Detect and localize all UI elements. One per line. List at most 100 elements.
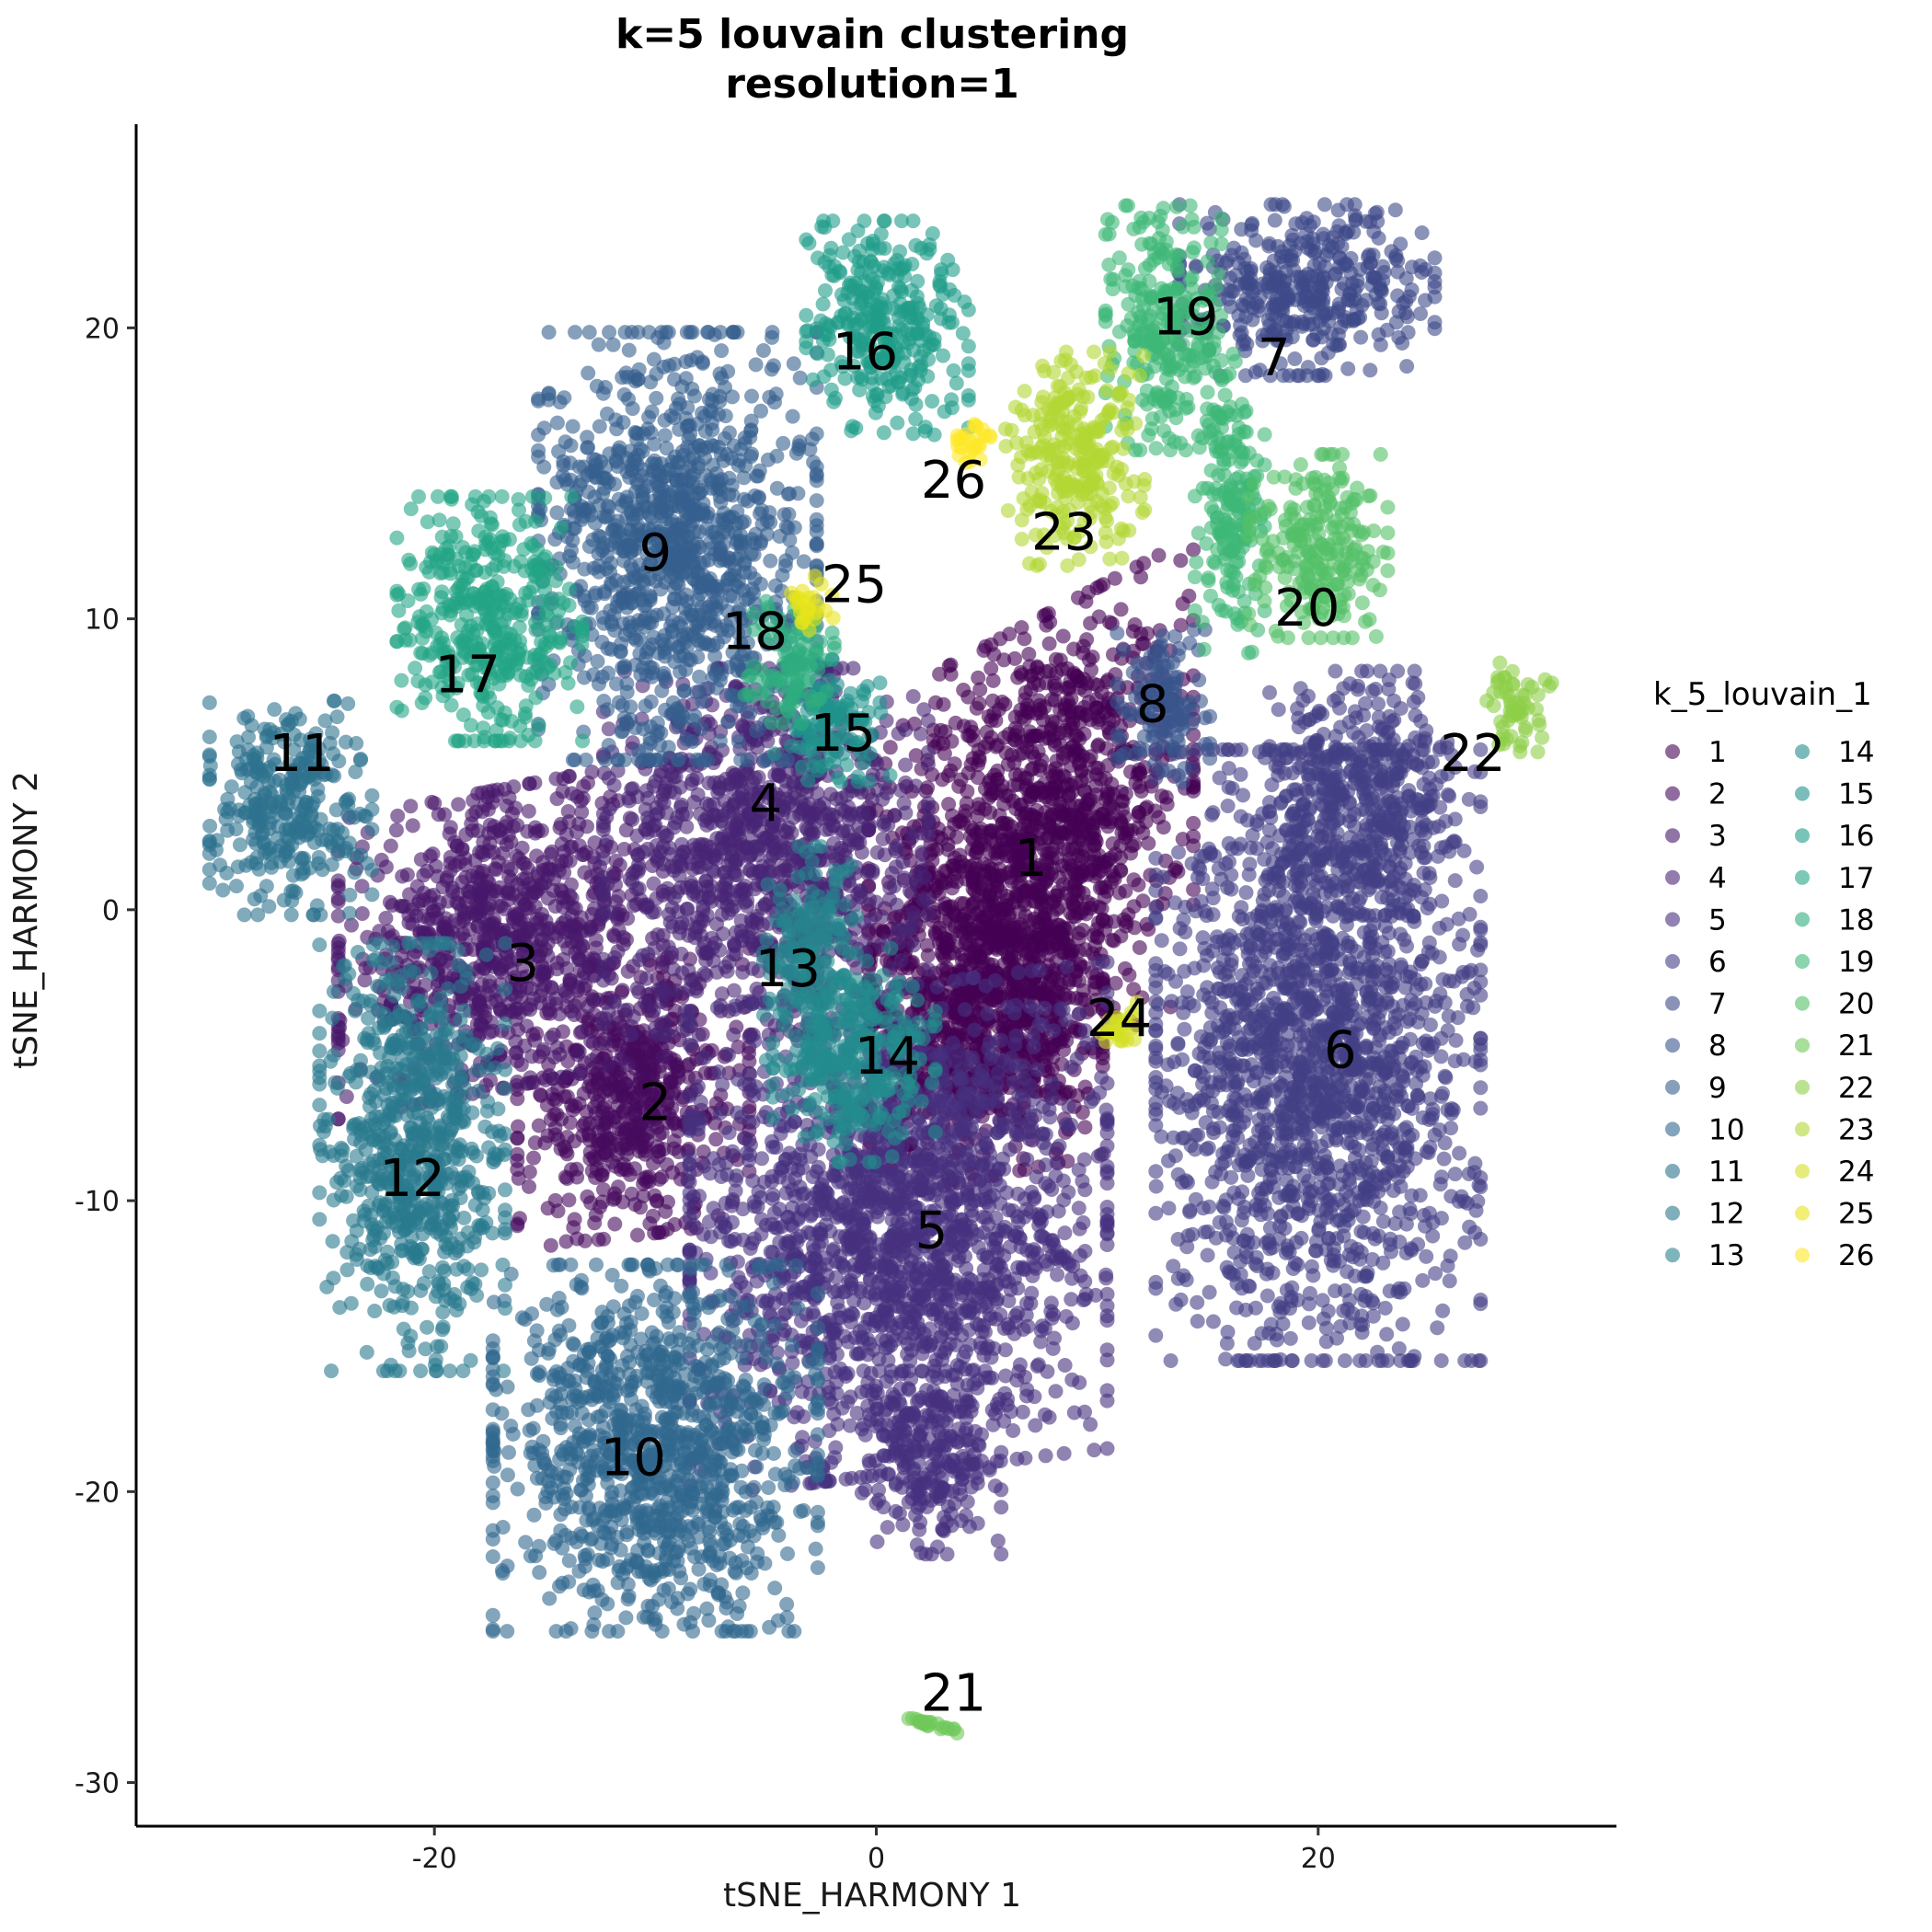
data-point xyxy=(617,1076,633,1092)
data-point xyxy=(487,912,502,927)
data-point xyxy=(545,1087,560,1102)
data-point xyxy=(1064,862,1080,878)
data-point xyxy=(1101,712,1117,728)
data-point xyxy=(596,1035,612,1051)
data-point xyxy=(1055,628,1071,644)
data-point xyxy=(810,786,825,801)
data-point xyxy=(1088,974,1104,990)
data-point xyxy=(1151,547,1167,563)
data-point xyxy=(631,861,647,877)
data-point xyxy=(1074,773,1089,788)
data-point xyxy=(544,862,558,878)
data-point xyxy=(1186,882,1202,897)
data-point xyxy=(1006,777,1022,793)
data-point xyxy=(405,916,420,932)
data-point xyxy=(583,1033,599,1049)
data-point xyxy=(395,868,410,884)
data-point xyxy=(941,658,957,673)
data-point xyxy=(646,876,661,891)
data-point xyxy=(1051,884,1065,900)
data-point xyxy=(474,977,489,993)
data-point xyxy=(546,1071,561,1087)
data-point xyxy=(547,1127,563,1143)
data-point xyxy=(653,981,669,996)
data-point xyxy=(996,797,1012,811)
data-point xyxy=(416,892,431,907)
data-point xyxy=(999,888,1015,903)
data-point xyxy=(625,811,640,827)
data-point xyxy=(982,991,997,1006)
data-point xyxy=(1000,756,1016,772)
data-point xyxy=(1100,819,1116,834)
data-point xyxy=(638,995,652,1010)
data-point xyxy=(1006,935,1021,950)
data-point xyxy=(1077,942,1093,958)
data-point xyxy=(735,964,751,980)
data-point xyxy=(500,827,516,843)
data-point xyxy=(978,927,994,943)
data-point xyxy=(640,841,655,857)
data-point xyxy=(1107,570,1122,586)
data-point xyxy=(967,953,983,969)
data-point xyxy=(690,787,706,802)
data-point xyxy=(595,819,611,834)
data-point xyxy=(430,868,445,884)
data-point xyxy=(1057,1358,1073,1373)
data-point xyxy=(584,1052,600,1068)
data-point xyxy=(425,903,441,919)
data-point xyxy=(1127,836,1143,852)
data-point xyxy=(601,721,616,737)
data-point xyxy=(572,1066,588,1081)
data-point xyxy=(853,890,868,905)
data-point xyxy=(552,820,568,835)
data-point xyxy=(1048,651,1064,667)
data-point xyxy=(1041,934,1056,949)
data-point xyxy=(1055,931,1070,947)
data-point xyxy=(914,845,929,860)
data-point xyxy=(1095,880,1110,895)
data-point xyxy=(466,942,481,958)
data-point xyxy=(682,1056,696,1072)
data-point xyxy=(500,892,516,907)
data-point xyxy=(1073,673,1087,688)
data-point xyxy=(653,994,669,1009)
data-point xyxy=(480,801,496,817)
data-point xyxy=(608,853,624,868)
data-point xyxy=(1186,542,1202,558)
data-point xyxy=(840,823,856,839)
data-point xyxy=(383,838,398,854)
data-point xyxy=(920,961,936,977)
data-point xyxy=(729,818,744,834)
data-point xyxy=(904,830,920,845)
data-point xyxy=(638,1146,653,1162)
data-point xyxy=(453,854,467,869)
data-point xyxy=(709,1000,725,1016)
data-point xyxy=(606,927,621,943)
data-point xyxy=(1121,967,1137,983)
data-point xyxy=(569,1047,585,1063)
data-point xyxy=(726,947,742,962)
data-point xyxy=(865,865,880,880)
data-point xyxy=(1031,677,1046,693)
data-point xyxy=(1002,627,1018,642)
data-point xyxy=(843,808,857,823)
data-point xyxy=(1098,741,1114,756)
data-point xyxy=(378,911,394,926)
data-point xyxy=(675,845,691,859)
data-point xyxy=(699,817,715,833)
data-point xyxy=(529,848,545,864)
data-point xyxy=(605,1155,621,1169)
data-point xyxy=(674,965,690,981)
data-point xyxy=(547,1192,563,1208)
data-point xyxy=(898,757,914,773)
data-point xyxy=(983,712,999,728)
data-point xyxy=(601,1082,616,1098)
data-point xyxy=(920,713,936,729)
data-point xyxy=(330,878,346,893)
data-point xyxy=(510,1162,525,1178)
data-point xyxy=(530,866,546,881)
data-point xyxy=(913,726,928,742)
data-point xyxy=(519,1075,535,1091)
data-point xyxy=(875,831,891,846)
data-point xyxy=(648,817,663,833)
